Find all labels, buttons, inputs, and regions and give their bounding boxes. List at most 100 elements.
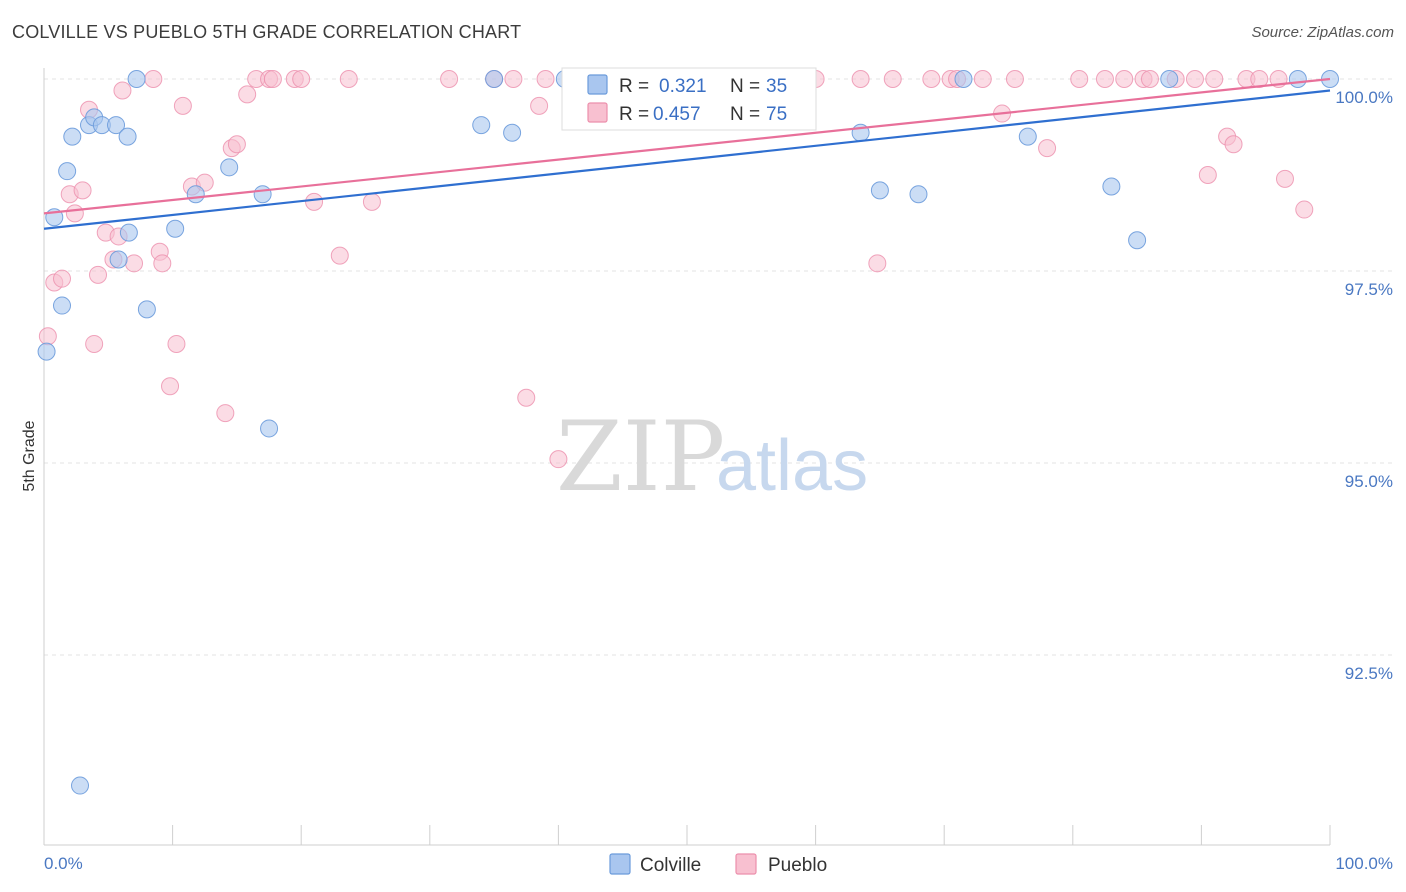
x-tick-label-min: 0.0% [44, 854, 83, 873]
pueblo-point [1095, 70, 1114, 88]
pueblo-point [1005, 70, 1024, 88]
watermark-zip: ZIP [556, 401, 725, 513]
pueblo-point [330, 246, 349, 265]
pueblo-point [85, 334, 104, 353]
x-tick-label-max: 100.0% [1335, 854, 1393, 873]
colville-r-label: R = [619, 76, 649, 97]
pueblo-point [173, 96, 192, 115]
pueblo-point [89, 265, 108, 284]
pueblo-bottom-legend-swatch [735, 853, 757, 875]
pueblo-n-value: 75 [766, 104, 787, 125]
x-axis-ticks [43, 825, 1331, 845]
colville-point [1128, 231, 1147, 250]
pueblo-point [167, 334, 186, 353]
pueblo-point [216, 404, 235, 423]
colville-point [870, 181, 889, 200]
pueblo-point [549, 450, 568, 469]
pueblo-n-label: N = [730, 104, 760, 125]
y-tick-label: 95.0% [1345, 472, 1393, 491]
pueblo-r-value: 0.457 [653, 104, 701, 125]
pueblo-point [868, 254, 887, 273]
pueblo-point [517, 388, 536, 407]
pueblo-point [1140, 70, 1159, 88]
pueblo-point [1275, 169, 1294, 188]
y-axis-label: 5th Grade [21, 420, 38, 491]
gridlines [44, 78, 1395, 656]
pueblo-point [1224, 135, 1243, 154]
pueblo-point [292, 70, 311, 88]
colville-point [1018, 127, 1037, 146]
pueblo-point [161, 377, 180, 396]
colville-point [166, 219, 185, 238]
pueblo-trend-line [43, 77, 1331, 215]
colville-point [118, 127, 137, 146]
pueblo-point [1198, 166, 1217, 184]
pueblo-point [1115, 70, 1134, 88]
pueblo-point [883, 70, 902, 88]
pueblo-point [305, 192, 324, 211]
pueblo-point [238, 85, 257, 104]
colville-r-value: 0.321 [659, 76, 707, 97]
colville-point [260, 419, 279, 438]
pueblo-point [144, 70, 163, 88]
colville-n-value: 35 [766, 76, 787, 97]
pueblo-point [38, 327, 57, 346]
y-tick-label: 100.0% [1335, 88, 1393, 107]
colville-point [119, 223, 138, 242]
chart-title: COLVILLE VS PUEBLO 5TH GRADE CORRELATION… [12, 22, 522, 42]
pueblo-point [440, 70, 459, 88]
colville-point [1160, 70, 1179, 88]
colville-n-label: N = [730, 76, 760, 97]
colville-point [909, 185, 928, 204]
colville-point [63, 127, 82, 146]
source-credit: Source: ZipAtlas.com [1251, 24, 1394, 41]
pueblo-point [851, 70, 870, 88]
pueblo-point [1070, 70, 1089, 88]
pueblo-point [1185, 70, 1204, 88]
pueblo-point [362, 192, 381, 211]
colville-point [220, 158, 239, 177]
watermark-atlas: atlas [716, 426, 868, 506]
pueblo-point [113, 81, 132, 100]
pueblo-point [153, 254, 172, 273]
pueblo-point [339, 70, 358, 88]
colville-point [472, 116, 491, 135]
pueblo-point [536, 70, 555, 88]
colville-point [127, 70, 146, 88]
colville-point [1102, 177, 1121, 196]
pueblo-point [1250, 70, 1269, 88]
y-axis-tick-labels: 100.0% 97.5% 95.0% 92.5% [1335, 88, 1393, 683]
colville-point [503, 123, 522, 142]
trend-lines [43, 77, 1331, 230]
pueblo-legend-swatch [587, 102, 608, 123]
pueblo-point [530, 96, 549, 115]
colville-legend-swatch [587, 74, 608, 95]
colville-point [485, 70, 504, 88]
colville-point [253, 185, 272, 204]
pueblo-point [125, 254, 144, 273]
pueblo-point [922, 70, 941, 88]
colville-point [186, 185, 205, 204]
colville-point [137, 300, 156, 319]
pueblo-point [1295, 200, 1314, 219]
colville-point [1288, 70, 1307, 88]
y-tick-label: 92.5% [1345, 664, 1393, 683]
series-legend: Colville Pueblo [609, 853, 827, 876]
colville-point [53, 296, 72, 315]
pueblo-point [1038, 139, 1057, 158]
pueblo-point [53, 269, 72, 288]
stats-legend: R = 0.321 N = 35 R = 0.457 N = 75 [561, 67, 817, 131]
pueblo-point [973, 70, 992, 88]
colville-point [37, 342, 56, 361]
pueblo-point [263, 70, 282, 88]
pueblo-legend-label: Pueblo [768, 855, 827, 876]
pueblo-r-label: R = [619, 104, 649, 125]
pueblo-point [227, 135, 246, 154]
pueblo-point [504, 70, 523, 88]
colville-point [109, 250, 128, 269]
y-tick-label: 97.5% [1345, 280, 1393, 299]
colville-point [954, 70, 973, 88]
colville-trend-line [43, 89, 1331, 230]
colville-point [58, 162, 77, 181]
